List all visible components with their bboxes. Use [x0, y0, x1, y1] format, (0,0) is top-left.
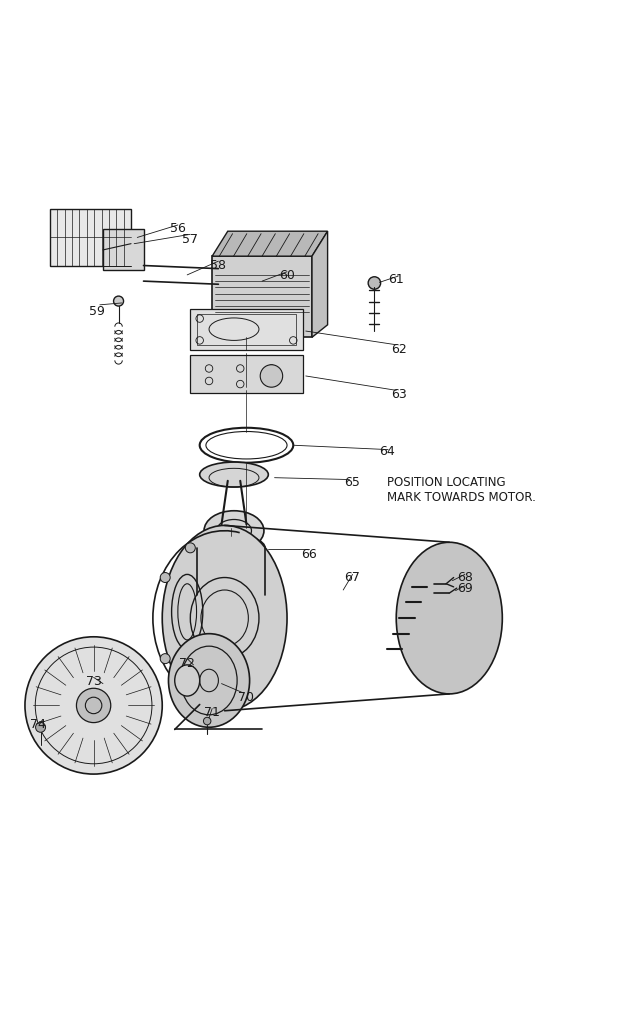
- Circle shape: [185, 543, 195, 553]
- Circle shape: [185, 683, 195, 693]
- Text: 63: 63: [391, 388, 407, 401]
- Text: 61: 61: [388, 273, 404, 287]
- Text: 59: 59: [89, 304, 105, 317]
- Circle shape: [203, 717, 211, 725]
- Text: 72: 72: [179, 656, 195, 670]
- Text: POSITION LOCATING
MARK TOWARDS MOTOR.: POSITION LOCATING MARK TOWARDS MOTOR.: [387, 476, 536, 504]
- Ellipse shape: [200, 462, 268, 487]
- Circle shape: [36, 722, 46, 732]
- Circle shape: [368, 276, 381, 289]
- Text: 56: 56: [170, 221, 186, 234]
- Circle shape: [25, 637, 162, 774]
- Circle shape: [160, 653, 170, 664]
- Bar: [197, 314, 296, 345]
- Text: 71: 71: [204, 707, 220, 720]
- Circle shape: [160, 572, 170, 583]
- Polygon shape: [212, 231, 328, 256]
- Bar: [50, 209, 131, 265]
- Text: 68: 68: [457, 571, 473, 584]
- Ellipse shape: [168, 634, 250, 727]
- Ellipse shape: [175, 665, 200, 696]
- Circle shape: [76, 688, 111, 723]
- Bar: [190, 354, 303, 393]
- Text: 70: 70: [238, 691, 255, 705]
- Circle shape: [114, 296, 124, 306]
- Text: 73: 73: [85, 675, 102, 688]
- Circle shape: [260, 365, 283, 387]
- Text: 62: 62: [391, 343, 407, 356]
- Ellipse shape: [396, 543, 502, 694]
- Polygon shape: [312, 231, 328, 337]
- Text: 65: 65: [344, 475, 361, 488]
- Ellipse shape: [197, 535, 265, 562]
- Bar: [212, 256, 312, 337]
- Text: 69: 69: [457, 583, 473, 595]
- Text: 64: 64: [379, 445, 395, 458]
- Bar: [103, 229, 144, 270]
- Text: 66: 66: [301, 548, 317, 561]
- Text: 58: 58: [210, 259, 227, 272]
- Ellipse shape: [204, 511, 264, 551]
- Ellipse shape: [197, 582, 265, 608]
- Text: 57: 57: [182, 232, 198, 246]
- Text: 74: 74: [29, 718, 46, 731]
- Text: 67: 67: [344, 571, 361, 584]
- Bar: [190, 309, 303, 350]
- Text: 60: 60: [279, 269, 295, 282]
- Ellipse shape: [162, 525, 287, 711]
